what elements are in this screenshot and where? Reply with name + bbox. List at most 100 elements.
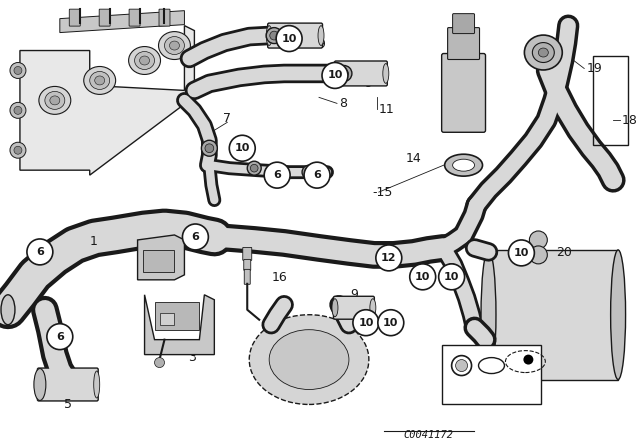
FancyBboxPatch shape <box>268 23 323 48</box>
Text: 2: 2 <box>161 254 170 267</box>
FancyBboxPatch shape <box>154 302 200 330</box>
Circle shape <box>419 267 427 276</box>
Circle shape <box>305 168 313 176</box>
Text: 1: 1 <box>90 236 98 249</box>
Text: 6: 6 <box>313 170 321 180</box>
Text: 7: 7 <box>223 112 231 125</box>
Ellipse shape <box>159 32 191 60</box>
Circle shape <box>266 28 282 43</box>
Circle shape <box>376 245 402 271</box>
Polygon shape <box>145 295 214 355</box>
Circle shape <box>10 62 26 78</box>
FancyBboxPatch shape <box>159 313 175 325</box>
Polygon shape <box>60 11 184 33</box>
Text: 12: 12 <box>449 369 461 379</box>
Ellipse shape <box>611 250 625 379</box>
Ellipse shape <box>34 369 46 401</box>
Text: 6: 6 <box>452 353 458 362</box>
Ellipse shape <box>332 299 338 317</box>
Ellipse shape <box>50 96 60 105</box>
Text: 17: 17 <box>259 241 275 254</box>
FancyBboxPatch shape <box>37 368 98 401</box>
Text: 6: 6 <box>36 247 44 257</box>
Text: 10: 10 <box>415 272 430 282</box>
FancyBboxPatch shape <box>69 9 80 26</box>
Circle shape <box>27 239 53 265</box>
Circle shape <box>444 264 460 280</box>
Circle shape <box>10 103 26 118</box>
Text: 8: 8 <box>339 97 347 110</box>
Ellipse shape <box>383 64 389 83</box>
Circle shape <box>447 267 456 276</box>
Text: 10: 10 <box>444 272 460 282</box>
Circle shape <box>508 240 534 266</box>
Text: 12: 12 <box>381 253 397 263</box>
Ellipse shape <box>452 159 474 171</box>
Text: 19: 19 <box>586 62 602 75</box>
FancyBboxPatch shape <box>333 296 374 319</box>
Text: 10: 10 <box>235 143 250 153</box>
FancyBboxPatch shape <box>442 53 486 132</box>
Text: 10: 10 <box>485 376 498 387</box>
Circle shape <box>438 264 465 290</box>
Ellipse shape <box>39 86 71 114</box>
FancyBboxPatch shape <box>452 13 474 34</box>
FancyBboxPatch shape <box>129 9 140 26</box>
Ellipse shape <box>479 358 504 374</box>
Ellipse shape <box>249 315 369 405</box>
Circle shape <box>452 356 472 375</box>
Circle shape <box>456 360 468 371</box>
Ellipse shape <box>45 91 65 109</box>
Circle shape <box>247 161 261 175</box>
Polygon shape <box>488 250 618 379</box>
FancyBboxPatch shape <box>143 250 175 272</box>
Circle shape <box>410 264 436 290</box>
Circle shape <box>340 69 348 78</box>
FancyBboxPatch shape <box>244 259 251 270</box>
Circle shape <box>415 264 431 280</box>
Circle shape <box>14 146 22 154</box>
Ellipse shape <box>370 299 376 317</box>
Circle shape <box>47 324 73 349</box>
Text: 9: 9 <box>350 288 358 302</box>
Text: 6: 6 <box>273 170 281 180</box>
Text: 16: 16 <box>271 271 287 284</box>
Circle shape <box>202 140 218 156</box>
FancyBboxPatch shape <box>243 247 252 260</box>
Text: 3: 3 <box>188 351 196 364</box>
Circle shape <box>14 66 22 74</box>
Circle shape <box>182 224 209 250</box>
FancyBboxPatch shape <box>99 9 110 26</box>
Ellipse shape <box>170 41 179 50</box>
Ellipse shape <box>532 43 554 62</box>
Circle shape <box>378 310 404 336</box>
Circle shape <box>381 250 397 266</box>
Bar <box>593 56 628 145</box>
FancyBboxPatch shape <box>335 61 387 86</box>
Ellipse shape <box>269 330 349 389</box>
Text: 4: 4 <box>157 338 166 351</box>
Text: -15: -15 <box>373 185 393 198</box>
Ellipse shape <box>84 66 116 95</box>
Ellipse shape <box>318 26 324 45</box>
Ellipse shape <box>1 295 15 325</box>
Circle shape <box>250 164 258 172</box>
Ellipse shape <box>266 26 272 45</box>
Circle shape <box>336 65 352 82</box>
Circle shape <box>10 142 26 158</box>
Text: 10: 10 <box>358 318 374 327</box>
Ellipse shape <box>95 76 105 85</box>
Text: 10: 10 <box>383 318 399 327</box>
Ellipse shape <box>538 48 548 57</box>
Circle shape <box>529 246 547 264</box>
Text: 18: 18 <box>622 114 638 127</box>
Text: 9: 9 <box>317 38 325 51</box>
Ellipse shape <box>140 56 150 65</box>
Text: 10: 10 <box>282 34 297 43</box>
Text: 6: 6 <box>191 232 199 242</box>
Ellipse shape <box>333 64 339 83</box>
Circle shape <box>524 355 533 365</box>
Ellipse shape <box>445 154 483 176</box>
Circle shape <box>270 31 278 40</box>
Polygon shape <box>20 26 195 175</box>
